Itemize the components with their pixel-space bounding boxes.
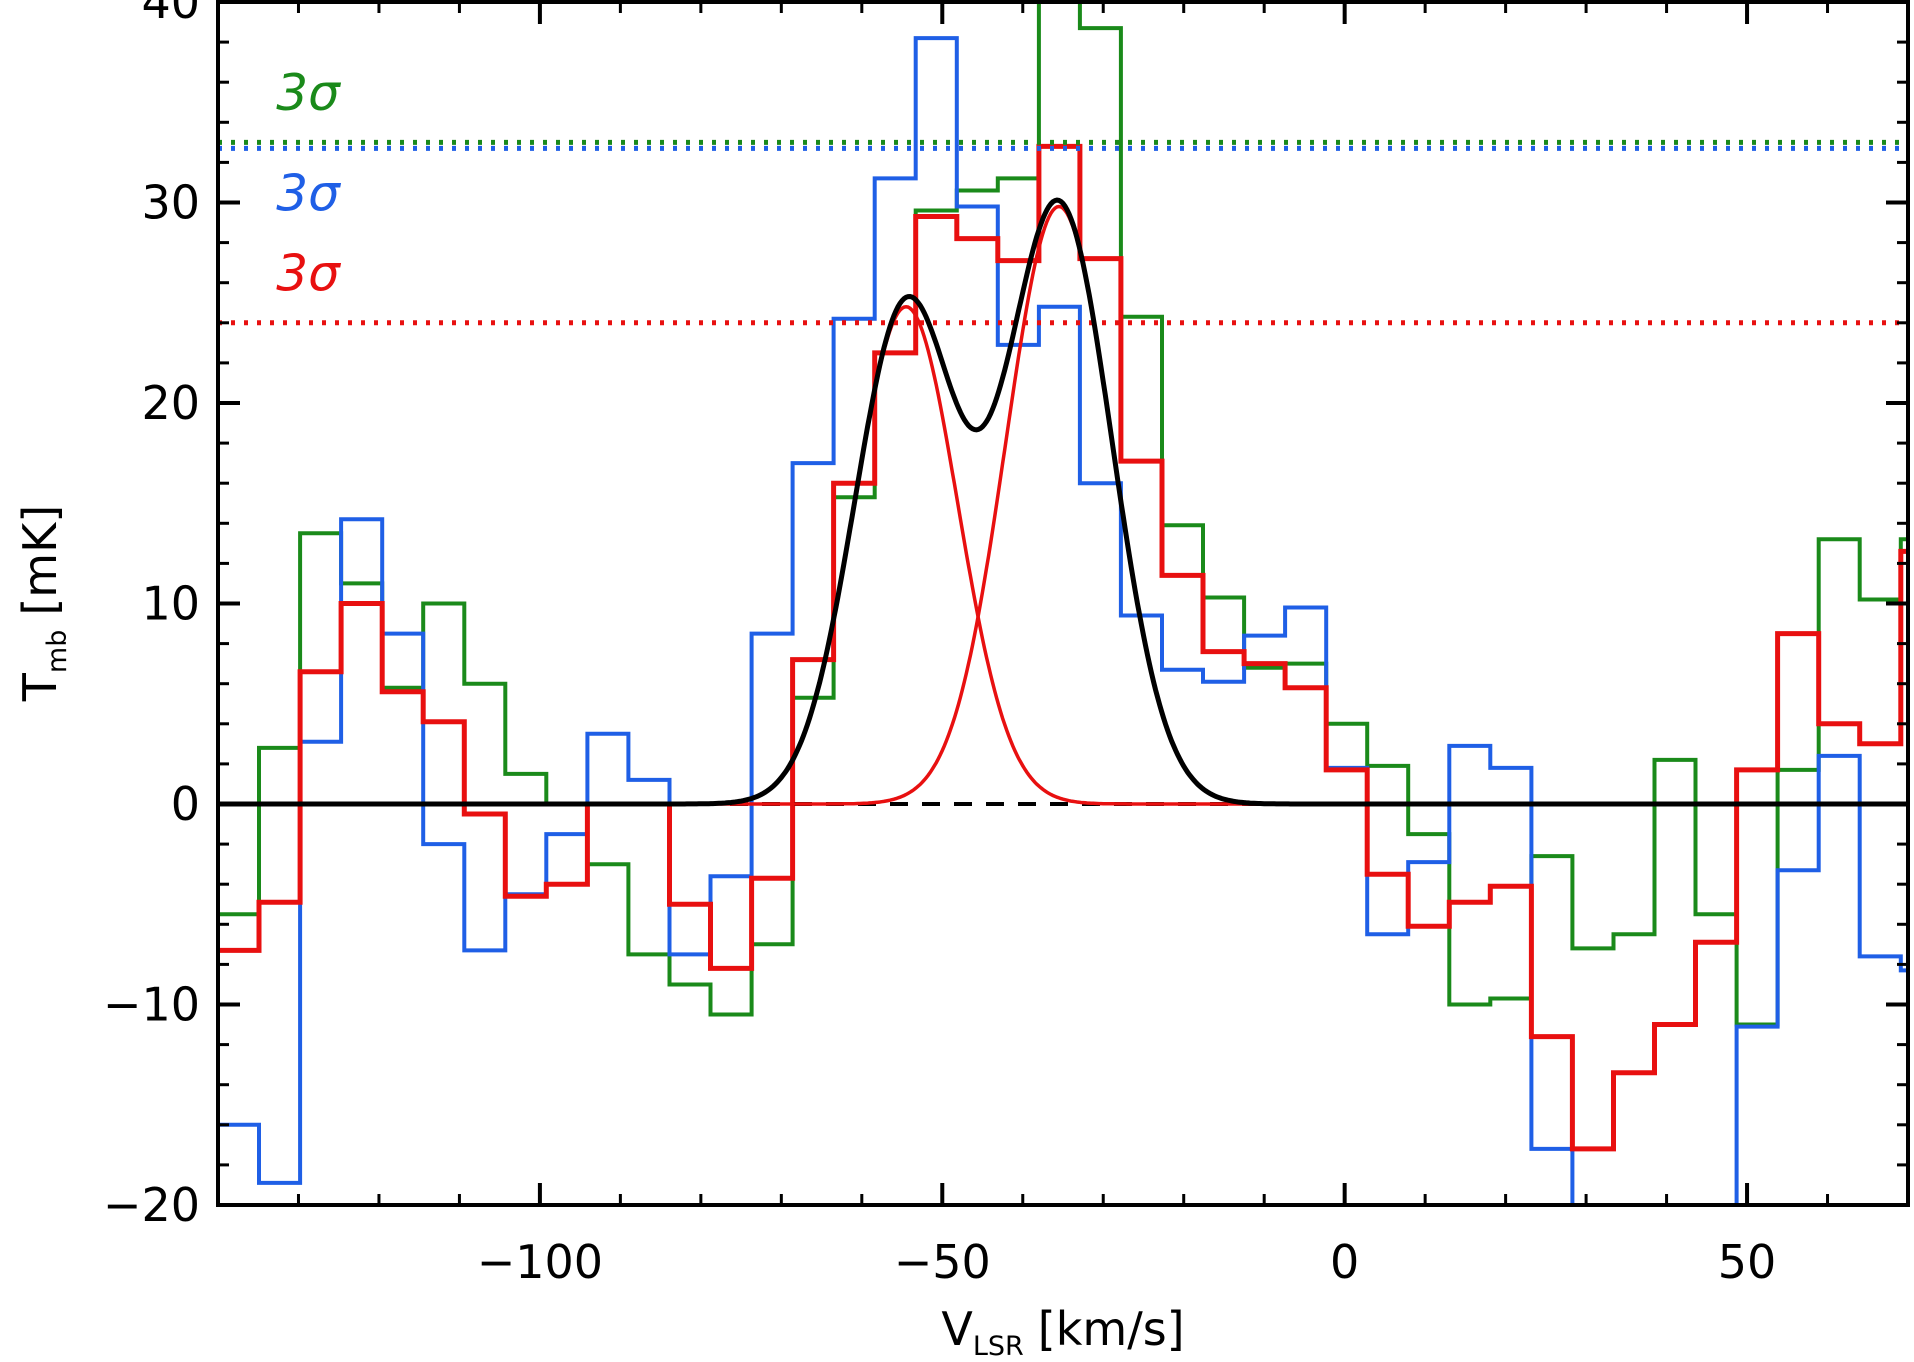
- x-tick-label: 50: [1718, 1235, 1777, 1289]
- y-tick-label: 10: [141, 577, 200, 631]
- y-axis-label: Tmb[mK]: [13, 505, 73, 702]
- y-tick-label: 30: [141, 176, 200, 230]
- gaussian-component-2-curve: [218, 204, 1908, 806]
- y-tick-label: 40: [141, 0, 200, 29]
- green-spectrum-histogram: [218, 2, 1908, 1027]
- x-tick-label: −100: [477, 1235, 603, 1289]
- y-tick-label: 0: [171, 777, 200, 831]
- gaussian-component-1-curve: [218, 305, 1908, 806]
- labels: VLSR [km/s] Tmb[mK] 3σ 3σ 3σ: [13, 64, 1185, 1362]
- two-component-gaussian-fit-total--curve: [218, 197, 1908, 807]
- x-tick-label: −50: [894, 1235, 991, 1289]
- x-axis-label: VLSR [km/s]: [941, 1302, 1184, 1362]
- blue-spectrum-histogram: [218, 36, 1908, 1205]
- sigma-annotation-2: 3σ: [276, 245, 341, 303]
- sigma-annotation-0: 3σ: [276, 64, 341, 122]
- series-layer: [218, 2, 1908, 1205]
- red-spectrum-histogram: [218, 143, 1908, 1152]
- fit-curves: [218, 197, 1908, 807]
- x-tick-label: 0: [1330, 1235, 1359, 1289]
- reference-lines: [218, 139, 1908, 806]
- y-tick-label: 20: [141, 376, 200, 430]
- y-tick-label: −20: [103, 1178, 200, 1232]
- sigma-annotation-1: 3σ: [276, 164, 341, 222]
- y-tick-label: −10: [103, 978, 200, 1032]
